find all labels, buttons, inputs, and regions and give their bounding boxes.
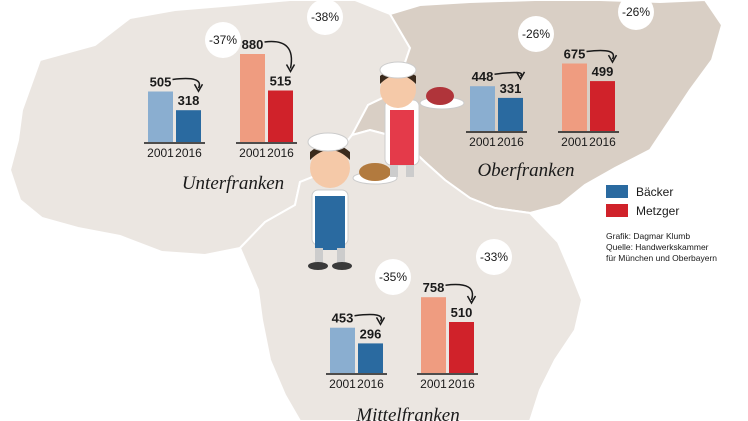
change-arrow-metzger (445, 283, 474, 301)
change-badge-baecker (205, 22, 241, 58)
bar-metzger-2001 (421, 297, 446, 373)
change-arrowhead-metzger (607, 54, 618, 64)
legend-label-metzger: Metzger (636, 204, 679, 218)
credit-grafik: Grafik: Dagmar Klumb (606, 231, 690, 241)
butcher-figure-back (379, 61, 465, 177)
value-label-metzger-2016: 499 (592, 64, 614, 79)
bar-metzger-2016 (268, 90, 293, 142)
value-label-baecker-2016: 318 (178, 93, 200, 108)
legend-swatch-baecker (606, 185, 628, 198)
change-arrow-baecker (354, 313, 383, 322)
change-badge-metzger (618, 0, 654, 30)
bar-baecker-2016 (176, 110, 201, 142)
value-label-metzger-2001: 880 (242, 37, 264, 52)
value-label-baecker-2016: 296 (360, 326, 382, 341)
change-badge-baecker (518, 16, 554, 52)
legend-swatch-metzger (606, 204, 628, 217)
change-arrowhead-baecker (193, 83, 204, 93)
tick-label-baecker-2016: 2016 (175, 146, 202, 160)
change-label-baecker: -26% (522, 27, 550, 41)
tick-label-baecker-2016: 2016 (357, 377, 384, 391)
tick-label-metzger-2016: 2016 (448, 377, 475, 391)
tick-label-metzger-2016: 2016 (267, 146, 294, 160)
change-arrow-metzger (264, 40, 293, 69)
change-arrowhead-metzger (466, 295, 477, 305)
value-label-metzger-2001: 758 (423, 280, 445, 295)
change-badge-metzger (476, 239, 512, 275)
value-label-metzger-2016: 515 (270, 74, 292, 89)
region-name-unterfranken: Unterfranken (182, 173, 284, 194)
chart-oberfranken: 448 2001 331 2016 -26% 675 2001 499 2016 -26% (466, 0, 654, 149)
legend-label-baecker: Bäcker (636, 185, 673, 199)
credit-quelle: Quelle: Handwerkskammer (606, 242, 709, 252)
credits: Grafik: Dagmar Klumb Quelle: Handwerkska… (606, 231, 717, 263)
tick-label-metzger-2001: 2001 (239, 146, 266, 160)
bar-baecker-2001 (470, 86, 495, 131)
value-label-metzger-2016: 510 (451, 305, 473, 320)
bar-metzger-2016 (449, 322, 474, 373)
change-arrowhead-baecker (515, 71, 526, 81)
tick-label-metzger-2016: 2016 (589, 135, 616, 149)
chart-unterfranken: 505 2001 318 2016 -37% 880 2001 515 2016 -38% (144, 0, 343, 160)
change-arrowhead-metzger (285, 64, 296, 74)
change-arrowhead-baecker (375, 317, 386, 326)
bar-baecker-2001 (148, 91, 173, 142)
tick-label-metzger-2001: 2001 (420, 377, 447, 391)
chart-mittelfranken: 453 2001 296 2016 -35% 758 2001 510 2016 -33% (326, 239, 512, 391)
bar-baecker-2001 (330, 327, 355, 373)
change-label-metzger: -26% (622, 5, 650, 19)
credit-quelle-2: für München und Oberbayern (606, 253, 717, 263)
change-label-baecker: -35% (379, 270, 407, 284)
value-label-baecker-2001: 505 (150, 75, 172, 90)
tick-label-baecker-2001: 2001 (147, 146, 174, 160)
bar-baecker-2016 (358, 343, 383, 373)
region-name-mittelfranken: Mittelfranken (355, 405, 459, 421)
change-arrow-metzger (586, 49, 615, 60)
tick-label-metzger-2001: 2001 (561, 135, 588, 149)
legend: Bäcker Metzger (606, 185, 679, 218)
value-label-baecker-2001: 453 (332, 311, 354, 326)
value-label-baecker-2016: 331 (500, 81, 522, 96)
bar-metzger-2016 (590, 81, 615, 131)
change-label-metzger: -38% (311, 10, 339, 24)
change-badge-metzger (307, 0, 343, 35)
baker-figure-front (307, 132, 398, 270)
tick-label-baecker-2001: 2001 (329, 377, 356, 391)
charts: 505 2001 318 2016 -37% 880 2001 515 2016 -38% 448 2… (144, 0, 654, 391)
bar-metzger-2001 (240, 54, 265, 142)
region-name-oberfranken: Oberfranken (477, 160, 574, 181)
change-arrow-baecker (172, 77, 201, 89)
value-label-baecker-2001: 448 (472, 69, 494, 84)
change-badge-baecker (375, 259, 411, 295)
change-label-metzger: -33% (480, 250, 508, 264)
tick-label-baecker-2016: 2016 (497, 135, 524, 149)
bar-baecker-2016 (498, 97, 523, 131)
value-label-metzger-2001: 675 (564, 47, 586, 62)
bar-metzger-2001 (562, 63, 587, 131)
change-label-baecker: -37% (209, 33, 237, 47)
tick-label-baecker-2001: 2001 (469, 135, 496, 149)
